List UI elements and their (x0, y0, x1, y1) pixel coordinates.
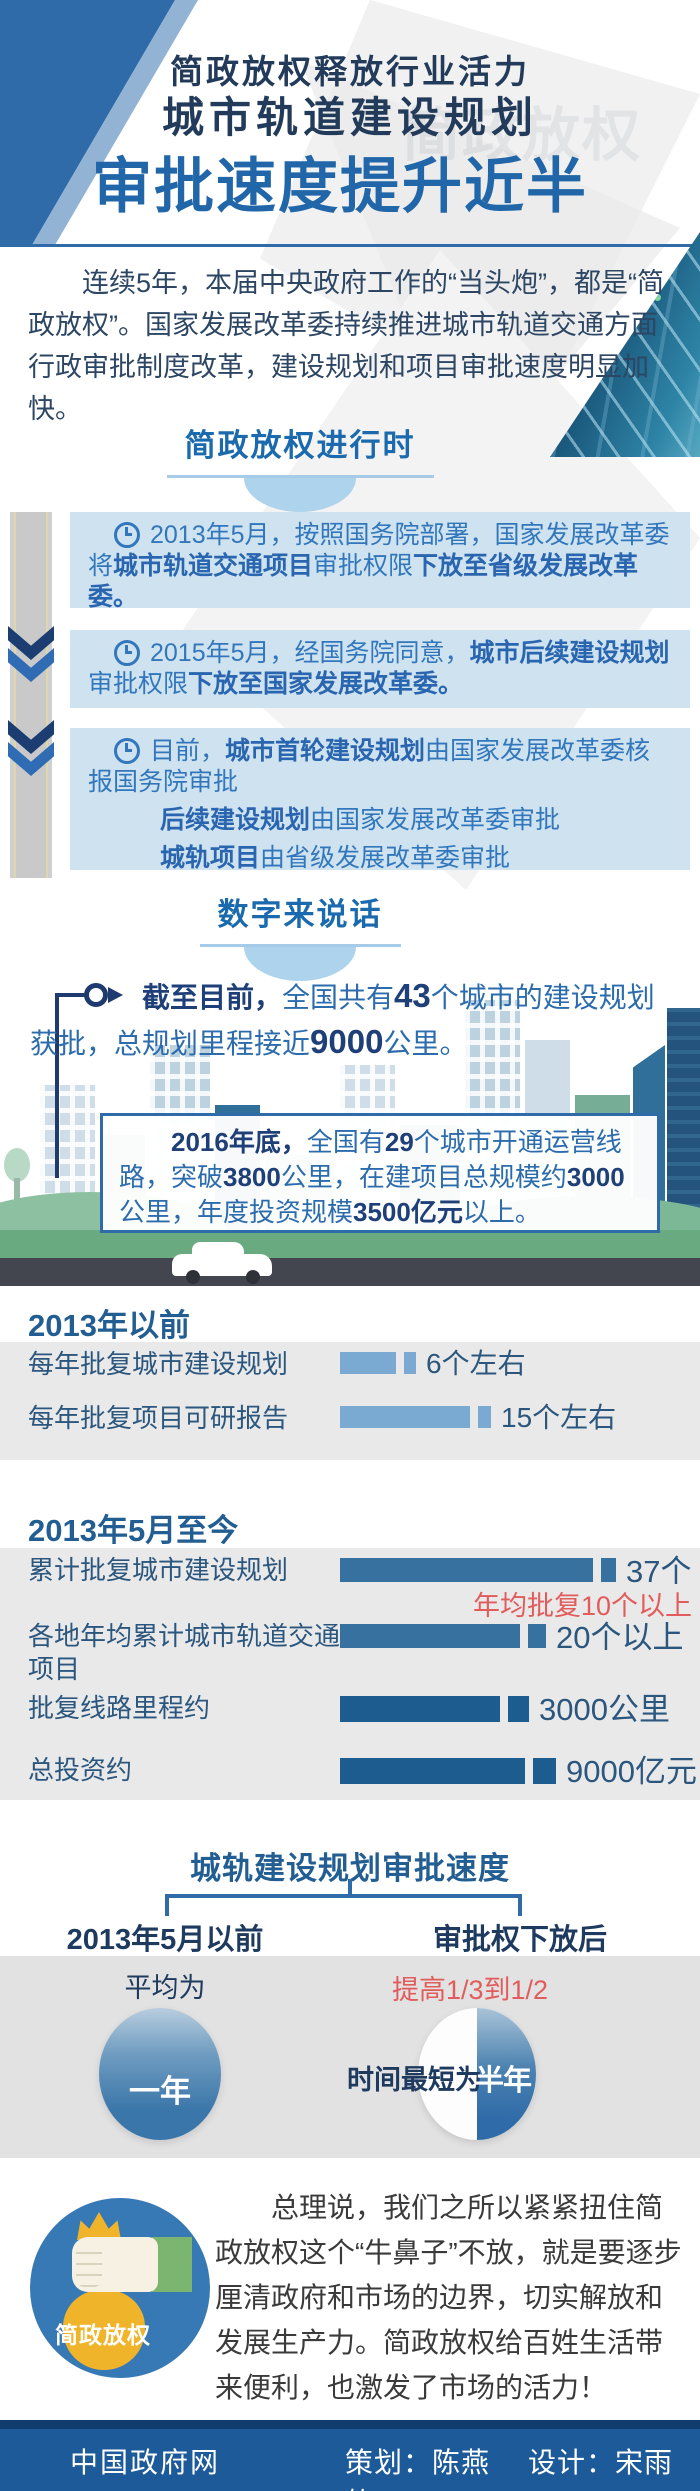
text-segment: 3800 (223, 1162, 281, 1192)
text-segment: 个城市的建设规划获批，总规划里程接近 (30, 982, 655, 1059)
text-segment: 43 (394, 977, 431, 1014)
text-segment: 城轨项目 (160, 844, 261, 870)
text-segment: 以上。 (462, 1197, 541, 1227)
footer-site-name: 中国政府网 (70, 2447, 221, 2478)
intro-paragraph: 连续5年，本届中央政府工作的“当头炮”，都是“简政放权”。国家发展改革委持续推进… (28, 268, 664, 424)
text-segment: 全国共有 (282, 982, 395, 1013)
bag-tie-icon (77, 2212, 121, 2240)
text-segment: 9000 (310, 1023, 384, 1060)
timeline-track (10, 512, 52, 878)
timeline-paragraph: 2013年5月，按照国务院部署，国家发展改革委将城市轨道交通项目审批权限下放至省… (88, 520, 672, 608)
text-segment: 由省级发展改革委审批 (260, 844, 511, 870)
building-striped-tower (667, 1008, 700, 1232)
ground-strip (0, 1230, 700, 1258)
bracket-line (165, 1894, 169, 1916)
section-title: 简政放权进行时 (166, 420, 434, 478)
badge-label: 简政放权 (55, 2322, 151, 2348)
half-year-circle (418, 2008, 536, 2140)
timeline-paragraph: 目前，城市首轮建设规划由国家发展改革委核报国务院审批 (88, 736, 672, 798)
header-tagline: 简政放权释放行业活力 (170, 53, 530, 90)
text-segment: 下放至省级发展改革委。 (88, 552, 639, 608)
car-wheel (246, 1270, 260, 1284)
text-segment: 3000 (566, 1162, 625, 1192)
section-dome-decoration (244, 478, 356, 512)
chart-title-since-2013: 2013年5月至今 (28, 1513, 239, 1548)
timeline-item-current: 目前，城市首轮建设规划由国家发展改革委核报国务院审批 后续建设规划由国家发展改革委… (70, 728, 690, 870)
text-segment: 截至目前， (142, 982, 283, 1013)
money-bag-icon (63, 2290, 145, 2370)
text-segment: 公里。 (383, 1028, 468, 1059)
text-segment: 公里，在建项目总规模约 (280, 1162, 567, 1192)
fist-fingers (76, 2243, 102, 2287)
pin-arrow-icon (108, 987, 123, 1003)
text-segment: 29 (384, 1127, 414, 1157)
speed-left-label: 2013年5月以前 (66, 1924, 264, 1956)
half-year-value: 半年 (475, 2065, 532, 2097)
one-year-value: 一年 (129, 2073, 191, 2109)
timeline-item-2013: 2013年5月，按照国务院部署，国家发展改革委将城市轨道交通项目审批权限下放至省… (70, 512, 690, 608)
text-segment: 目前， (150, 737, 226, 765)
text-segment: 后续建设规划 (160, 806, 311, 834)
bracket-line (348, 1879, 352, 1896)
chart-title-before-2013: 2013年以前 (28, 1308, 190, 1343)
section-header-numbers: 数字来说话 (0, 889, 600, 981)
bracket-line (165, 1894, 522, 1898)
clock-icon (114, 640, 140, 666)
speed-left-caption: 平均为 (124, 1973, 206, 2003)
text-segment: 2015年5月，经国务院同意， (150, 639, 470, 667)
clock-icon (114, 738, 140, 764)
sleeve-icon (152, 2237, 192, 2292)
text-segment: 个城市开通运营线路，突破 (119, 1127, 622, 1192)
footer-bar (0, 2420, 700, 2491)
text-segment: 下放至国家发展改革委。 (188, 670, 464, 698)
text-segment: 2016年底， (171, 1127, 307, 1157)
credit-designer: 设计：宋雨侬 (345, 2447, 674, 2491)
chart-panel (0, 1342, 700, 1460)
section-header-timeline: 简政放权进行时 (0, 420, 600, 512)
lead-connector-line (55, 993, 59, 1178)
one-year-circle: 一年 (99, 2008, 221, 2140)
text-segment: 3500亿元 (353, 1197, 463, 1227)
timeline-paragraph: 后续建设规划由国家发展改革委审批 (160, 805, 672, 836)
header-subtitle: 城市轨道建设规划 (161, 94, 538, 141)
timeline-paragraph: 2015年5月，经国务院同意，城市后续建设规划审批权限下放至国家发展改革委。 (88, 638, 672, 700)
lead-connector-line (55, 993, 87, 997)
pin-ring-icon (84, 983, 108, 1007)
text-segment: 由国家发展改革委核报国务院审批 (88, 737, 651, 796)
speed-right-caption: 时间最短为 (347, 2065, 482, 2095)
road (0, 1258, 700, 1286)
text-segment: 全国有 (306, 1127, 385, 1157)
half-year-blue-half (477, 2008, 536, 2140)
annual-average-note: 年均批复10个以上 (472, 1591, 692, 1621)
text-segment: 由国家发展改革委审批 (310, 806, 561, 834)
text-segment: 城市首轮建设规划 (225, 737, 426, 765)
numbers-lead-text: 截至目前，全国共有43个城市的建设规划获批，总规划里程接近9000公里。 (30, 974, 655, 1066)
car-dot (654, 294, 661, 301)
text-segment: 城市后续建设规划 (469, 639, 670, 667)
numbers-highlight-box: 2016年底，全国有29个城市开通运营线路，突破3800公里，在建项目总规模约3… (100, 1113, 660, 1233)
timeline-item-2015: 2015年5月，经国务院同意，城市后续建设规划审批权限下放至国家发展改革委。 (70, 630, 690, 708)
credit-planner: 策划：陈燕 (345, 2447, 491, 2478)
text-segment: 2013年5月，按照国务院部署，国家发展改革委将 (88, 521, 670, 580)
bracket-line (518, 1894, 522, 1916)
jianzheng-fangquan-badge: 简政放权 (30, 2198, 210, 2378)
speed-right-label: 审批权下放后 (432, 1924, 607, 1956)
timeline-paragraph: 城轨项目由省级发展改革委审批 (160, 843, 672, 870)
premier-quote: 总理说，我们之所以紧紧扭住简政放权这个“牛鼻子”不放，就是要逐步厘清政府和市场的… (215, 2192, 682, 2403)
page-title: 审批速度提升近半 (92, 153, 588, 220)
text-segment: 公里，年度投资规模 (119, 1197, 354, 1227)
tree-icon (4, 1148, 30, 1182)
car-wheel (186, 1270, 200, 1284)
clock-icon (114, 522, 140, 548)
section-title: 数字来说话 (199, 889, 401, 947)
text-segment: 城市轨道交通项目 (113, 552, 314, 580)
text-segment: 审批权限 (313, 552, 414, 580)
car-cab (192, 1242, 244, 1256)
watermark-text: 简政放权 (402, 103, 643, 168)
header-divider (0, 244, 700, 247)
text-segment: 审批权限 (88, 670, 189, 698)
speed-improvement-note: 提高1/3到1/2 (392, 1975, 549, 2005)
